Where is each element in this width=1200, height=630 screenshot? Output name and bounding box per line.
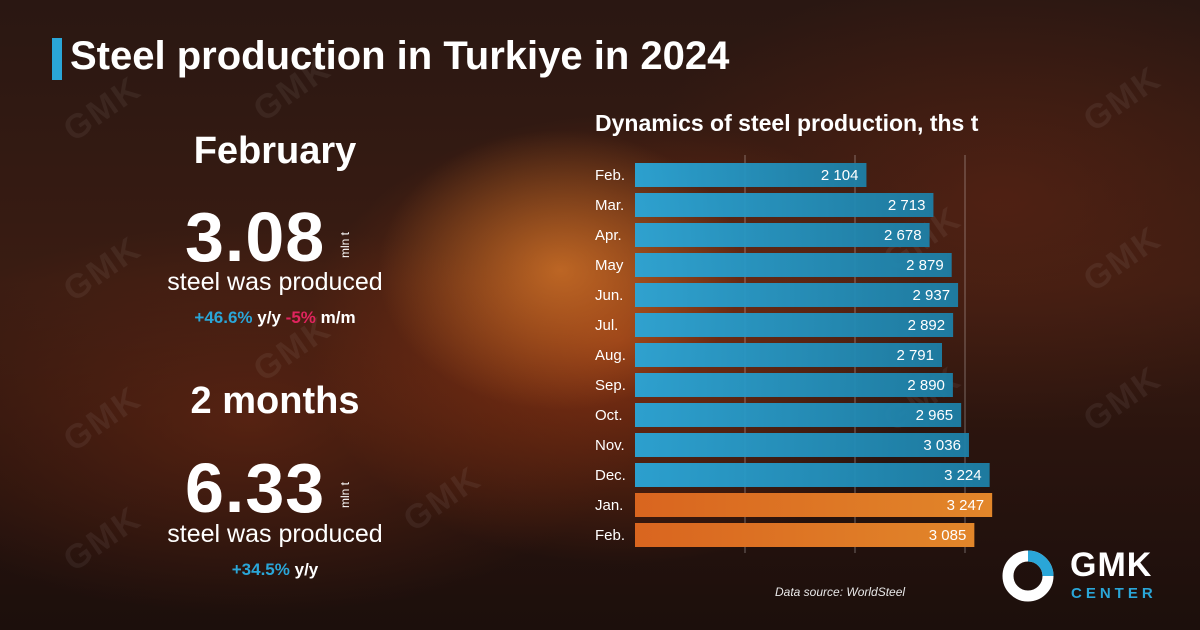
category-label: Apr.: [595, 227, 622, 244]
month-caption: steel was produced: [167, 268, 383, 296]
month-yoy-value: +46.6%: [194, 308, 253, 327]
period-caption: steel was produced: [167, 520, 383, 548]
bar-6: [635, 343, 943, 367]
value-label: 2 678: [884, 227, 922, 244]
page-title: Steel production in Turkiye in 2024: [70, 34, 730, 78]
bar-2: [635, 223, 930, 247]
title-accent-bar: [52, 38, 62, 80]
gmk-logo-icon: [1002, 550, 1054, 602]
period-unit: mln t: [338, 481, 352, 508]
data-source: Data source: WorldSteel: [775, 585, 906, 599]
watermark-text: GMK: [1076, 359, 1169, 440]
bar-0: [635, 163, 867, 187]
bar-11: [635, 493, 993, 517]
period-yoy-label: y/y: [294, 560, 319, 579]
value-label: 3 247: [947, 497, 985, 514]
category-label: Oct.: [595, 407, 623, 424]
value-label: 2 965: [916, 407, 954, 424]
watermark-text: GMK: [1076, 59, 1169, 140]
category-label: Mar.: [595, 197, 624, 214]
value-label: 3 036: [923, 437, 961, 454]
chart-title: Dynamics of steel production, ths t: [595, 110, 979, 136]
category-label: Feb.: [595, 167, 625, 184]
category-label: Dec.: [595, 467, 626, 484]
category-label: Jan.: [595, 497, 623, 514]
steel-production-chart: Feb. 2 104 Mar. 2 713 Apr. 2 678 May 2 879 Jun. 2…: [595, 155, 993, 553]
bar-7: [635, 373, 953, 397]
value-label: 3 224: [944, 467, 982, 484]
logo-subtitle: CENTER: [1071, 585, 1157, 602]
bar-5: [635, 313, 954, 337]
value-label: 2 104: [821, 167, 859, 184]
period-yoy-value: +34.5%: [231, 560, 290, 579]
value-label: 2 937: [913, 287, 951, 304]
period-value: 6.33: [185, 449, 326, 527]
logo-wordmark: GMK: [1070, 546, 1153, 584]
bar-10: [635, 463, 990, 487]
value-label: 2 879: [906, 257, 944, 274]
value-label: 2 890: [907, 377, 945, 394]
month-heading: February: [193, 130, 357, 172]
period-heading: 2 months: [190, 380, 360, 422]
value-label: 2 892: [908, 317, 946, 334]
category-label: Sep.: [595, 377, 626, 394]
bar-4: [635, 283, 959, 307]
bar-12: [635, 523, 975, 547]
category-label: Nov.: [595, 437, 625, 454]
month-yoy-label: y/y: [257, 308, 281, 327]
value-label: 3 085: [929, 527, 967, 544]
category-label: Feb.: [595, 527, 625, 544]
category-label: Jul.: [595, 317, 618, 334]
watermark-text: GMK: [1076, 219, 1169, 300]
value-label: 2 791: [896, 347, 934, 364]
month-mom-label: m/m: [320, 308, 356, 327]
bar-1: [635, 193, 934, 217]
bar-3: [635, 253, 952, 277]
month-value: 3.08: [185, 198, 326, 276]
month-mom-value: -5%: [285, 308, 316, 327]
value-label: 2 713: [888, 197, 926, 214]
month-unit: mln t: [338, 231, 352, 258]
bar-9: [635, 433, 969, 457]
month-change-line: +46.6% y/y -5% m/m: [95, 308, 455, 328]
category-label: Aug.: [595, 347, 626, 364]
category-label: May: [595, 257, 624, 274]
bar-8: [635, 403, 962, 427]
period-change-line: +34.5% y/y: [95, 560, 455, 580]
category-label: Jun.: [595, 287, 623, 304]
